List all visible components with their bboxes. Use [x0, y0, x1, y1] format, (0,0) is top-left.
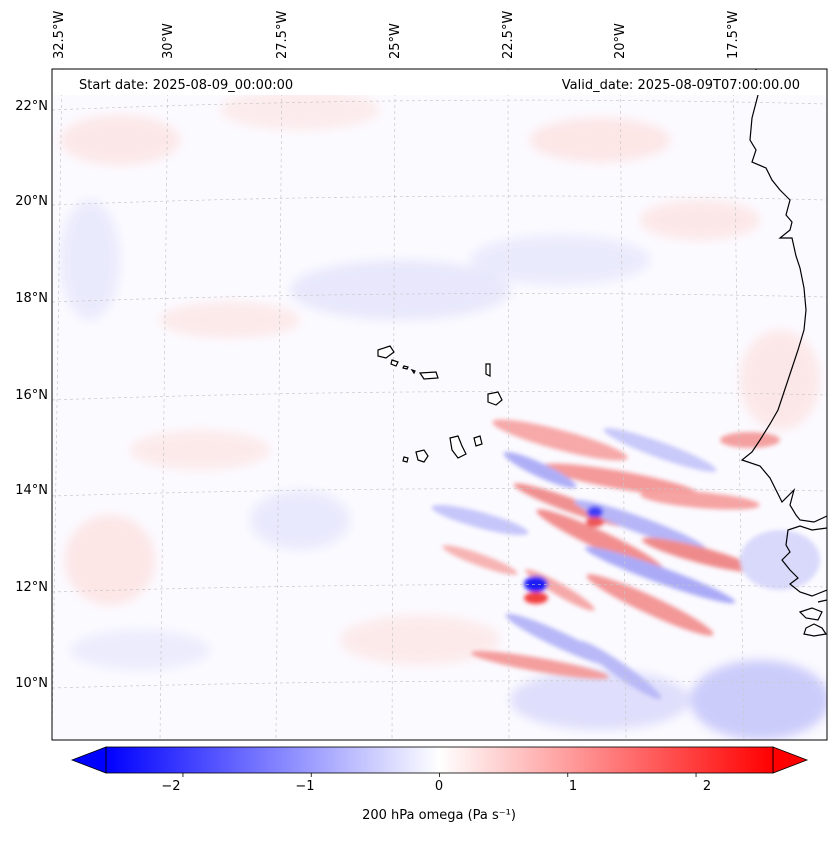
lon-label-30w: 30°W — [161, 23, 176, 59]
omega-field-strong — [431, 419, 820, 700]
colorbar-gradient — [106, 747, 773, 773]
date-label-band — [53, 70, 826, 95]
lat-label-12n: 12°N — [15, 580, 48, 595]
lon-label-32-5w: 32.5°W — [52, 10, 67, 59]
colorbar-min-extend — [70, 746, 107, 774]
lat-label-22n: 22°N — [15, 99, 48, 114]
colorbar-tick-label: −2 — [161, 779, 181, 794]
colorbar-label: 200 hPa omega (Pa s⁻¹) — [362, 808, 516, 823]
colorbar-tick-label: −1 — [295, 779, 315, 794]
lon-label-22-5w: 22.5°W — [501, 10, 516, 59]
colorbar-ticks — [182, 773, 697, 777]
lat-label-16n: 16°N — [15, 388, 48, 403]
lon-label-20w: 20°W — [613, 23, 628, 59]
colorbar-tick-label: 0 — [434, 779, 444, 794]
colorbar-tick-label: 2 — [702, 779, 712, 794]
map-frame — [51, 68, 828, 741]
valid-date-label: Valid_date: 2025-08-09T07:00:00.00 — [561, 78, 800, 93]
lat-label-18n: 18°N — [15, 291, 48, 306]
graticule — [52, 69, 827, 740]
colorbar-max-extend — [772, 746, 809, 774]
colorbar — [70, 746, 809, 777]
africa-coastline — [740, 69, 827, 637]
lon-label-25w: 25°W — [388, 23, 403, 59]
lat-label-10n: 10°N — [15, 676, 48, 691]
cape-verde-islands — [377, 345, 503, 463]
colorbar-tick-label: 1 — [568, 779, 578, 794]
lon-label-17-5w: 17.5°W — [726, 10, 741, 59]
lat-label-14n: 14°N — [15, 483, 48, 498]
lon-label-27-5w: 27.5°W — [275, 10, 290, 59]
start-date-label: Start date: 2025-08-09_00:00:00 — [79, 78, 294, 93]
lat-label-20n: 20°N — [15, 194, 48, 209]
